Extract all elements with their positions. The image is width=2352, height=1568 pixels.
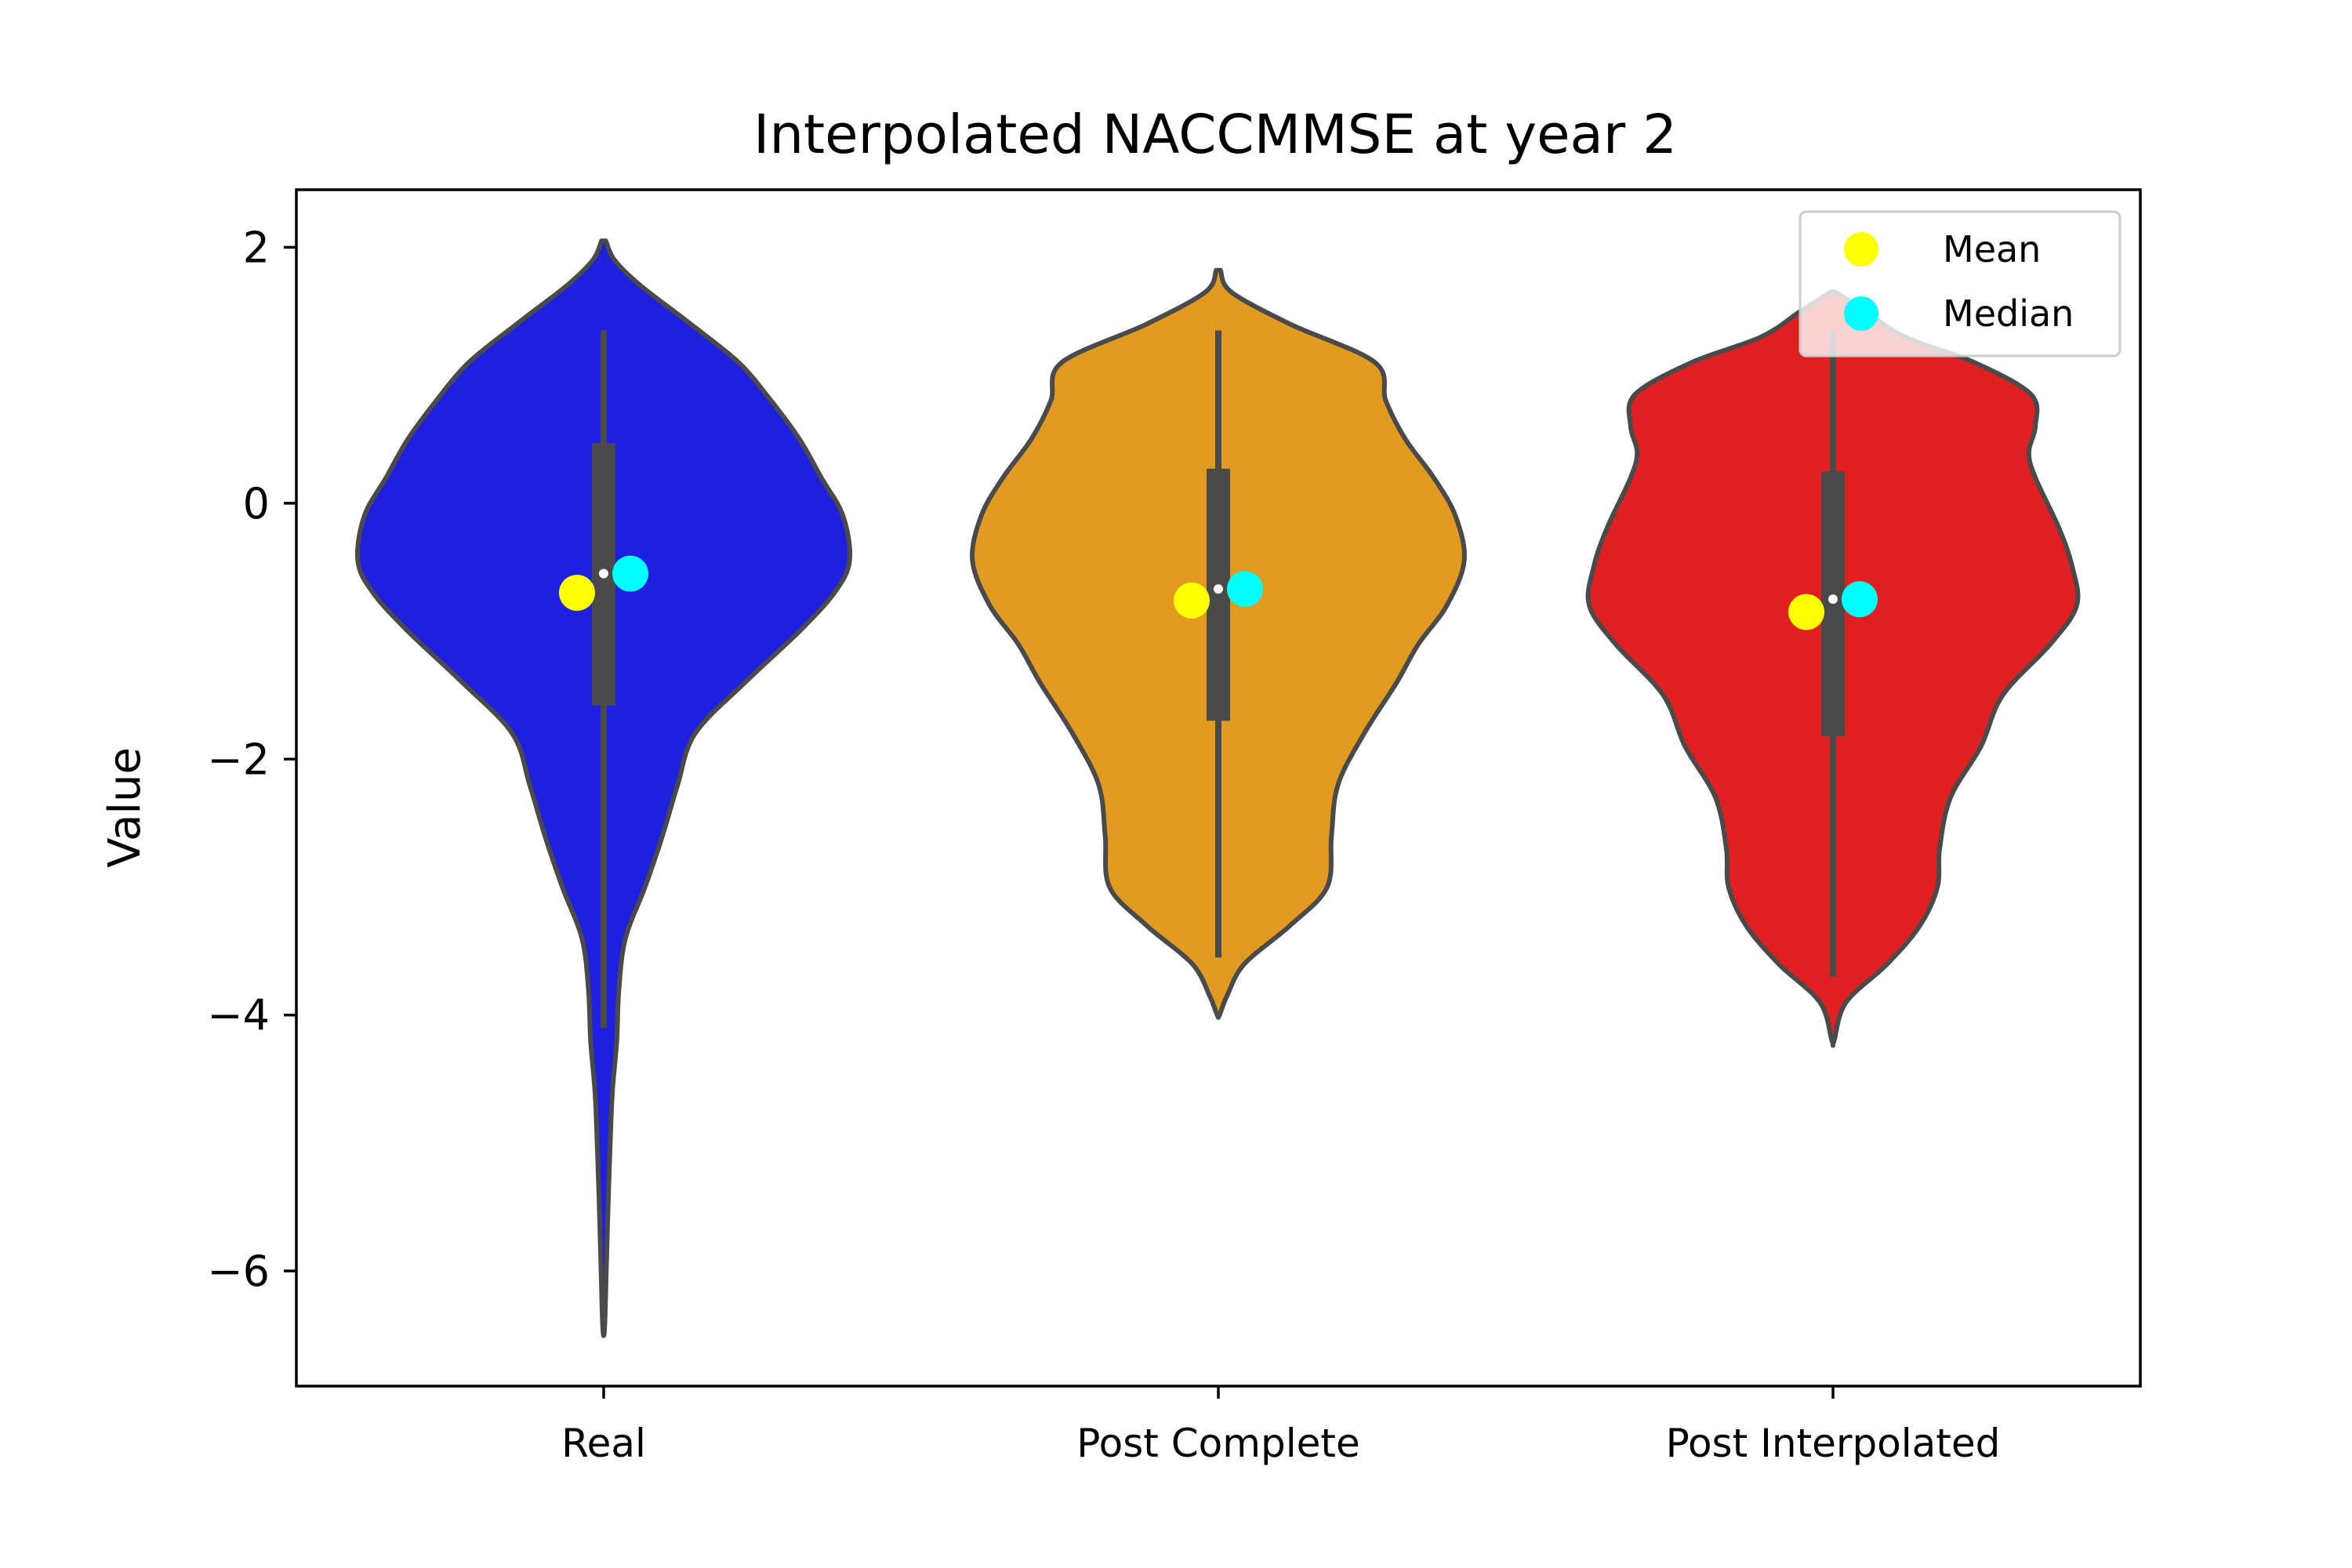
mean-marker-post-interpolated bbox=[1788, 593, 1824, 630]
median-marker-post-interpolated bbox=[1842, 581, 1878, 618]
axis-ticks: Real Post Complete Post Interpolated 2 0 −2 −4… bbox=[207, 223, 2000, 1466]
legend-median-label: Median bbox=[1943, 292, 2074, 335]
x-tick-label-post-interpolated: Post Interpolated bbox=[1666, 1421, 2001, 1466]
legend-median-marker bbox=[1844, 296, 1878, 331]
y-axis-label: Value bbox=[100, 747, 151, 868]
x-tick-label-real: Real bbox=[561, 1421, 646, 1466]
median-marker-post-complete bbox=[1227, 571, 1263, 608]
y-tick-label-2: −2 bbox=[207, 735, 270, 784]
y-tick-label-0: 2 bbox=[243, 223, 270, 272]
median-marker-real bbox=[612, 555, 648, 592]
mean-marker-real bbox=[559, 575, 595, 612]
median-dot-post-complete bbox=[1214, 584, 1223, 594]
y-tick-label-4: −6 bbox=[207, 1247, 270, 1296]
chart-title: Interpolated NACCMMSE at year 2 bbox=[753, 103, 1677, 166]
y-tick-label-1: 0 bbox=[243, 479, 270, 528]
legend-mean-label: Mean bbox=[1943, 228, 2041, 270]
legend-frame bbox=[1798, 210, 2122, 358]
y-tick-label-3: −4 bbox=[207, 991, 270, 1040]
median-dot-post-interpolated bbox=[1828, 594, 1838, 604]
median-dot-real bbox=[599, 568, 608, 579]
iqr-box-post-complete bbox=[1207, 468, 1230, 721]
legend-mean-marker bbox=[1844, 232, 1878, 267]
legend: Mean Median bbox=[1798, 210, 2122, 358]
plot-area bbox=[354, 238, 2081, 1338]
mean-marker-post-complete bbox=[1174, 582, 1210, 619]
x-tick-label-post-complete: Post Complete bbox=[1076, 1421, 1359, 1466]
